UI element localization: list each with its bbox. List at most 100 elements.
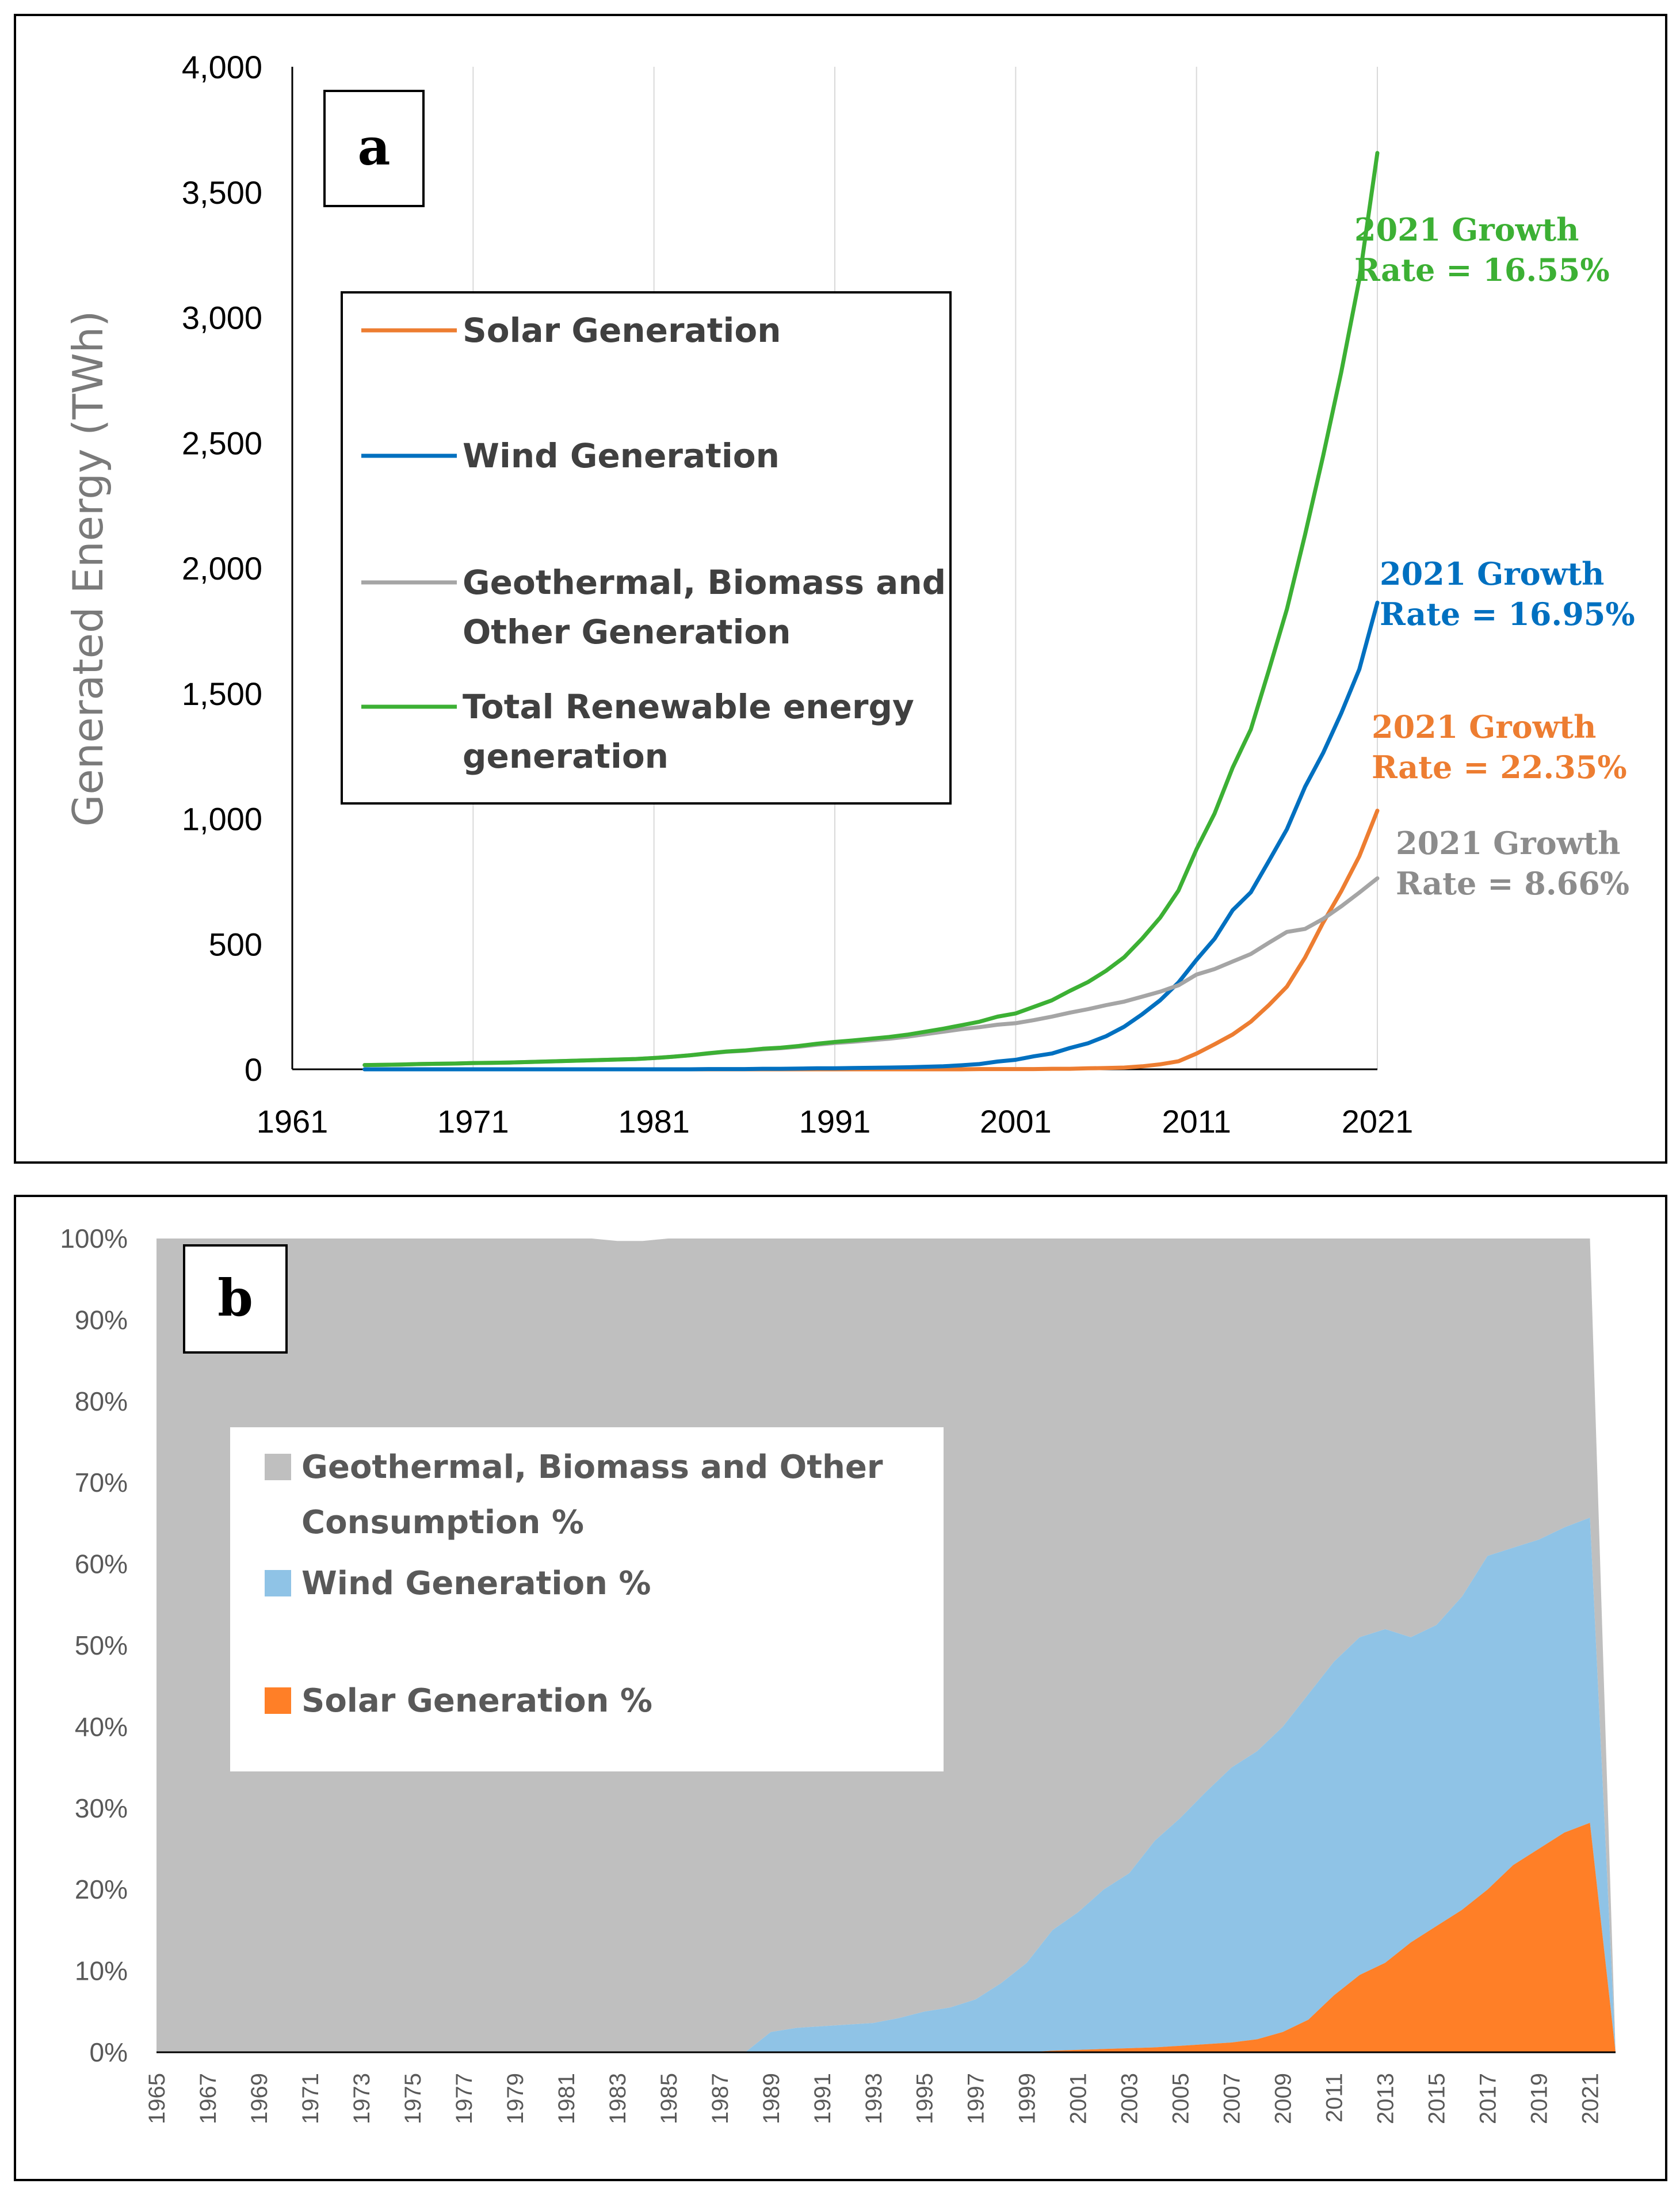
b-x-tick-label: 1999 xyxy=(1015,2073,1040,2124)
panel-label-b: b xyxy=(183,1244,288,1354)
b-legend-label-geothermal-2: Consumption % xyxy=(301,1504,584,1541)
b-legend-label-wind: Wind Generation % xyxy=(301,1565,651,1602)
panel-a-svg: 05001,0001,5002,0002,5003,0003,5004,000 … xyxy=(64,49,1635,1140)
b-x-tick-labels: 1965 1967 1969 1971 1973 1975 1977 1979 1981 1983… xyxy=(144,2073,1603,2124)
b-x-tick-label: 1993 xyxy=(861,2073,887,2124)
a-x-tick-label: 2001 xyxy=(980,1103,1052,1140)
a-legend-label-total-2: generation xyxy=(463,737,669,776)
b-x-tick-label: 1975 xyxy=(400,2073,426,2124)
b-y-tick-label: 90% xyxy=(75,1305,128,1335)
b-x-tick-label: 2001 xyxy=(1066,2073,1091,2124)
a-series-lines xyxy=(362,151,1380,1072)
a-series-line-wind-generation xyxy=(362,600,1380,1072)
b-y-tick-label: 70% xyxy=(75,1468,128,1497)
a-legend-label-geothermal-2: Other Generation xyxy=(463,612,791,651)
b-y-tick-label: 20% xyxy=(75,1874,128,1904)
b-x-tick-label: 1991 xyxy=(810,2073,835,2124)
b-legend-label-solar: Solar Generation % xyxy=(301,1682,652,1720)
a-x-tick-label: 2011 xyxy=(1162,1103,1231,1140)
a-y-tick-label: 500 xyxy=(209,926,262,962)
b-x-tick-label: 1983 xyxy=(605,2073,631,2124)
a-series-line-solar-generation xyxy=(362,809,1380,1072)
a-legend-label-wind: Wind Generation xyxy=(463,436,780,475)
a-y-tick-label: 2,500 xyxy=(182,425,262,461)
b-legend-swatch-geothermal xyxy=(265,1454,291,1480)
b-y-tick-label: 0% xyxy=(90,2037,128,2067)
b-x-tick-label: 1987 xyxy=(708,2073,733,2124)
b-x-tick-label: 1971 xyxy=(298,2073,323,2124)
b-legend-entry-solar: Solar Generation % xyxy=(265,1682,652,1720)
b-legend-entry-geothermal: Geothermal, Biomass and Other Consumptio… xyxy=(265,1449,883,1541)
b-legend-swatch-solar xyxy=(265,1687,291,1714)
panel-label-b-text: b xyxy=(217,1268,253,1328)
b-x-tick-label: 1989 xyxy=(759,2073,784,2124)
b-legend-label-geothermal-1: Geothermal, Biomass and Other xyxy=(301,1449,883,1486)
panel-label-a-text: a xyxy=(357,117,390,177)
a-x-tick-label: 1991 xyxy=(799,1103,871,1140)
b-y-tick-label: 40% xyxy=(75,1712,128,1741)
b-x-tick-label: 2015 xyxy=(1425,2073,1450,2124)
b-x-tick-label: 2019 xyxy=(1527,2073,1552,2124)
a-x-tick-labels: 1961 1971 1981 1991 2001 2011 2021 xyxy=(257,1103,1414,1140)
a-annotation-geothermal-line1: 2021 Growth xyxy=(1396,825,1620,862)
b-y-tick-labels: 0% 10% 20% 30% 40% 50% 60% 70% 80% 90% 100% xyxy=(60,1224,128,2067)
b-x-tick-label: 1967 xyxy=(196,2073,221,2124)
b-x-tick-label: 2017 xyxy=(1476,2073,1501,2124)
a-series-line-total-renewable-energy-generation xyxy=(362,151,1380,1068)
b-x-tick-label: 2003 xyxy=(1117,2073,1143,2124)
a-x-tick-label: 1981 xyxy=(618,1103,690,1140)
a-y-tick-label: 1,500 xyxy=(182,676,262,712)
a-annotation-wind-line1: 2021 Growth xyxy=(1380,555,1604,592)
a-legend-label-geothermal-1: Geothermal, Biomass and xyxy=(463,563,946,602)
a-y-tick-label: 3,500 xyxy=(182,174,262,211)
a-annotation-total-line2: Rate = 16.55% xyxy=(1354,251,1610,288)
a-annotation-wind-line2: Rate = 16.95% xyxy=(1380,596,1635,632)
a-legend-entry-solar: Solar Generation xyxy=(361,311,781,350)
b-y-tick-label: 50% xyxy=(75,1630,128,1660)
b-x-tick-label: 2005 xyxy=(1169,2073,1194,2124)
a-annotation-wind: 2021 Growth Rate = 16.95% xyxy=(1380,555,1635,632)
b-x-tick-label: 1969 xyxy=(247,2073,272,2124)
a-x-tick-label: 1971 xyxy=(437,1103,509,1140)
b-x-tick-label: 1977 xyxy=(452,2073,477,2124)
a-y-tick-label: 3,000 xyxy=(182,300,262,336)
a-annotation-geothermal: 2021 Growth Rate = 8.66% xyxy=(1396,825,1629,902)
b-x-tick-label: 2009 xyxy=(1271,2073,1296,2124)
a-legend: Solar Generation Wind Generation Geother… xyxy=(341,291,952,805)
b-x-tick-label: 2013 xyxy=(1373,2073,1399,2124)
b-y-tick-label: 10% xyxy=(75,1956,128,1986)
a-annotation-solar-line1: 2021 Growth xyxy=(1372,708,1596,745)
b-x-tick-label: 1979 xyxy=(503,2073,528,2124)
b-legend-box xyxy=(230,1427,944,1771)
b-x-tick-label: 1973 xyxy=(349,2073,375,2124)
panel-a-line-chart: 0 500 1,000 1,500 2,000 2,500 3,000 3,500 4,000 … xyxy=(14,14,1667,1164)
a-legend-label-total-1: Total Renewable energy xyxy=(463,687,914,726)
b-legend-swatch-wind xyxy=(265,1570,291,1596)
b-y-tick-label: 80% xyxy=(75,1386,128,1416)
a-legend-label-solar: Solar Generation xyxy=(463,311,781,350)
b-x-tick-label: 1981 xyxy=(554,2073,579,2124)
a-x-tick-label: 2021 xyxy=(1342,1103,1414,1140)
a-annotation-geothermal-line2: Rate = 8.66% xyxy=(1396,865,1629,902)
b-y-tick-label: 100% xyxy=(60,1224,128,1253)
b-legend-entry-wind: Wind Generation % xyxy=(265,1565,651,1602)
b-x-tick-label: 2011 xyxy=(1322,2073,1347,2122)
a-annotation-solar-line2: Rate = 22.35% xyxy=(1372,749,1627,786)
a-legend-entry-wind: Wind Generation xyxy=(361,436,780,475)
a-x-tick-label: 1961 xyxy=(257,1103,329,1140)
b-y-tick-label: 60% xyxy=(75,1549,128,1579)
b-area-solar-generation xyxy=(156,1823,1616,2052)
panel-label-a: a xyxy=(323,90,425,207)
a-y-tick-label: 4,000 xyxy=(182,49,262,85)
a-y-tick-label: 2,000 xyxy=(182,550,262,586)
a-legend-entry-total: Total Renewable energy generation xyxy=(361,687,914,776)
panel-b-area-chart: 0% 10% 20% 30% 40% 50% 60% 70% 80% 90% 100% 1965 19… xyxy=(14,1195,1667,2181)
a-y-tick-label: 0 xyxy=(245,1051,262,1088)
a-annotation-solar: 2021 Growth Rate = 22.35% xyxy=(1372,708,1627,786)
a-legend-box xyxy=(341,291,952,805)
b-x-tick-label: 1995 xyxy=(912,2073,938,2124)
b-x-tick-label: 2021 xyxy=(1578,2073,1603,2124)
b-x-tick-label: 1997 xyxy=(964,2073,989,2124)
b-area-wind-generation xyxy=(156,1518,1616,2052)
a-legend-entry-geothermal: Geothermal, Biomass and Other Generation xyxy=(361,563,946,651)
